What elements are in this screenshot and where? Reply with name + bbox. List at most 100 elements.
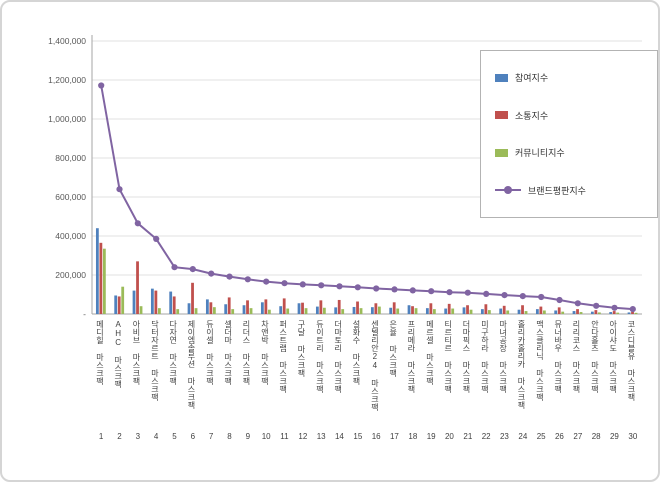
bar-community (121, 286, 125, 314)
bar-participation (352, 306, 356, 314)
legend-item-brand-reputation-index: 브랜드평판지수 (495, 184, 653, 197)
bar-participation (572, 311, 576, 314)
bar-community (377, 306, 381, 314)
y-tick-label: 1,400,000 (48, 36, 86, 46)
bar-communication (631, 311, 634, 314)
bar-participation (279, 306, 283, 314)
bar-participation (315, 306, 319, 314)
bar-participation (554, 310, 558, 314)
line-marker (428, 288, 435, 295)
bar-community (341, 309, 345, 315)
line-marker (98, 82, 105, 89)
bar-community (267, 309, 271, 314)
bar-community (561, 311, 565, 314)
legend-item-community-index: 커뮤니티지수 (495, 146, 653, 159)
legend-marker-icon (504, 186, 512, 195)
y-tick-label: 1,000,000 (48, 114, 86, 124)
line-marker (574, 300, 581, 307)
legend-swatch-communication (495, 111, 508, 120)
bar-participation (187, 303, 191, 314)
bar-communication (99, 242, 103, 314)
line-marker (483, 290, 490, 297)
line-marker (501, 292, 508, 299)
bar-communication (447, 303, 451, 314)
line-marker (611, 304, 618, 311)
legend-swatch-participation (495, 73, 508, 82)
bar-communication (172, 296, 176, 314)
bar-communication (557, 307, 561, 314)
bar-participation (609, 312, 613, 314)
bar-community (102, 248, 106, 314)
bar-participation (205, 299, 209, 315)
bar-participation (444, 308, 448, 314)
line-marker (171, 264, 178, 271)
bar-communication (411, 306, 414, 314)
line-marker (116, 186, 123, 193)
line-marker (263, 278, 270, 285)
bar-communication (612, 311, 616, 314)
bar-communication (209, 302, 213, 314)
bar-community (139, 306, 143, 314)
legend-label-brand-reputation: 브랜드평판지수 (528, 185, 586, 196)
bar-communication (539, 306, 543, 314)
bar-communication (319, 300, 323, 314)
bar-community (634, 312, 638, 314)
bar-community (249, 308, 253, 314)
bar-participation (114, 295, 118, 314)
y-tick-label: 400,000 (55, 231, 86, 241)
bar-participation (462, 307, 466, 314)
line-marker (538, 293, 545, 301)
bar-communication (282, 298, 286, 314)
line-marker (446, 289, 453, 296)
line-marker (464, 289, 471, 296)
legend-swatch-brand-reputation-line-marker (495, 185, 521, 195)
line-marker (629, 306, 636, 313)
bar-participation (535, 309, 539, 315)
bar-community (414, 308, 418, 314)
line-marker (281, 280, 288, 287)
bar-participation (425, 308, 429, 314)
chart-legend: 참여지수 소통지수 커뮤니티지수 브랜드평판지수 (480, 50, 658, 218)
bar-participation (407, 305, 411, 314)
bar-community (396, 308, 400, 314)
line-marker (153, 235, 160, 242)
bar-community (286, 308, 290, 314)
y-tick-label: 200,000 (55, 270, 86, 280)
bar-communication (337, 299, 341, 314)
legend-swatch-community (495, 148, 508, 157)
bar-community (176, 309, 180, 315)
bar-participation (260, 302, 264, 314)
bar-communication (117, 296, 121, 314)
bar-communication (356, 301, 359, 314)
bar-participation (132, 290, 136, 314)
bar-communication (136, 261, 139, 314)
bar-participation (499, 308, 503, 314)
bar-communication (301, 302, 304, 314)
bar-community (524, 311, 528, 314)
line-marker (134, 220, 141, 227)
bar-communication (374, 303, 378, 314)
bar-participation (169, 291, 173, 314)
line-marker (593, 302, 600, 309)
bar-community (597, 312, 601, 314)
bar-participation (334, 307, 338, 314)
legend-label-communication: 소통지수 (515, 110, 549, 121)
bar-community (212, 307, 216, 314)
legend-label-community: 커뮤니티지수 (515, 148, 565, 159)
bar-communication (191, 282, 194, 314)
bar-participation (480, 309, 484, 315)
line-marker (556, 296, 563, 304)
bar-community (487, 310, 491, 314)
bar-community (451, 308, 455, 314)
line-marker (318, 282, 325, 289)
bar-community (616, 312, 620, 314)
bar-communication (502, 305, 506, 314)
bar-community (542, 310, 546, 314)
bar-participation (150, 288, 154, 314)
line-marker (208, 270, 215, 277)
bar-participation (242, 305, 246, 314)
bar-community (469, 309, 473, 314)
line-marker (354, 284, 361, 291)
bar-communication (154, 290, 158, 314)
